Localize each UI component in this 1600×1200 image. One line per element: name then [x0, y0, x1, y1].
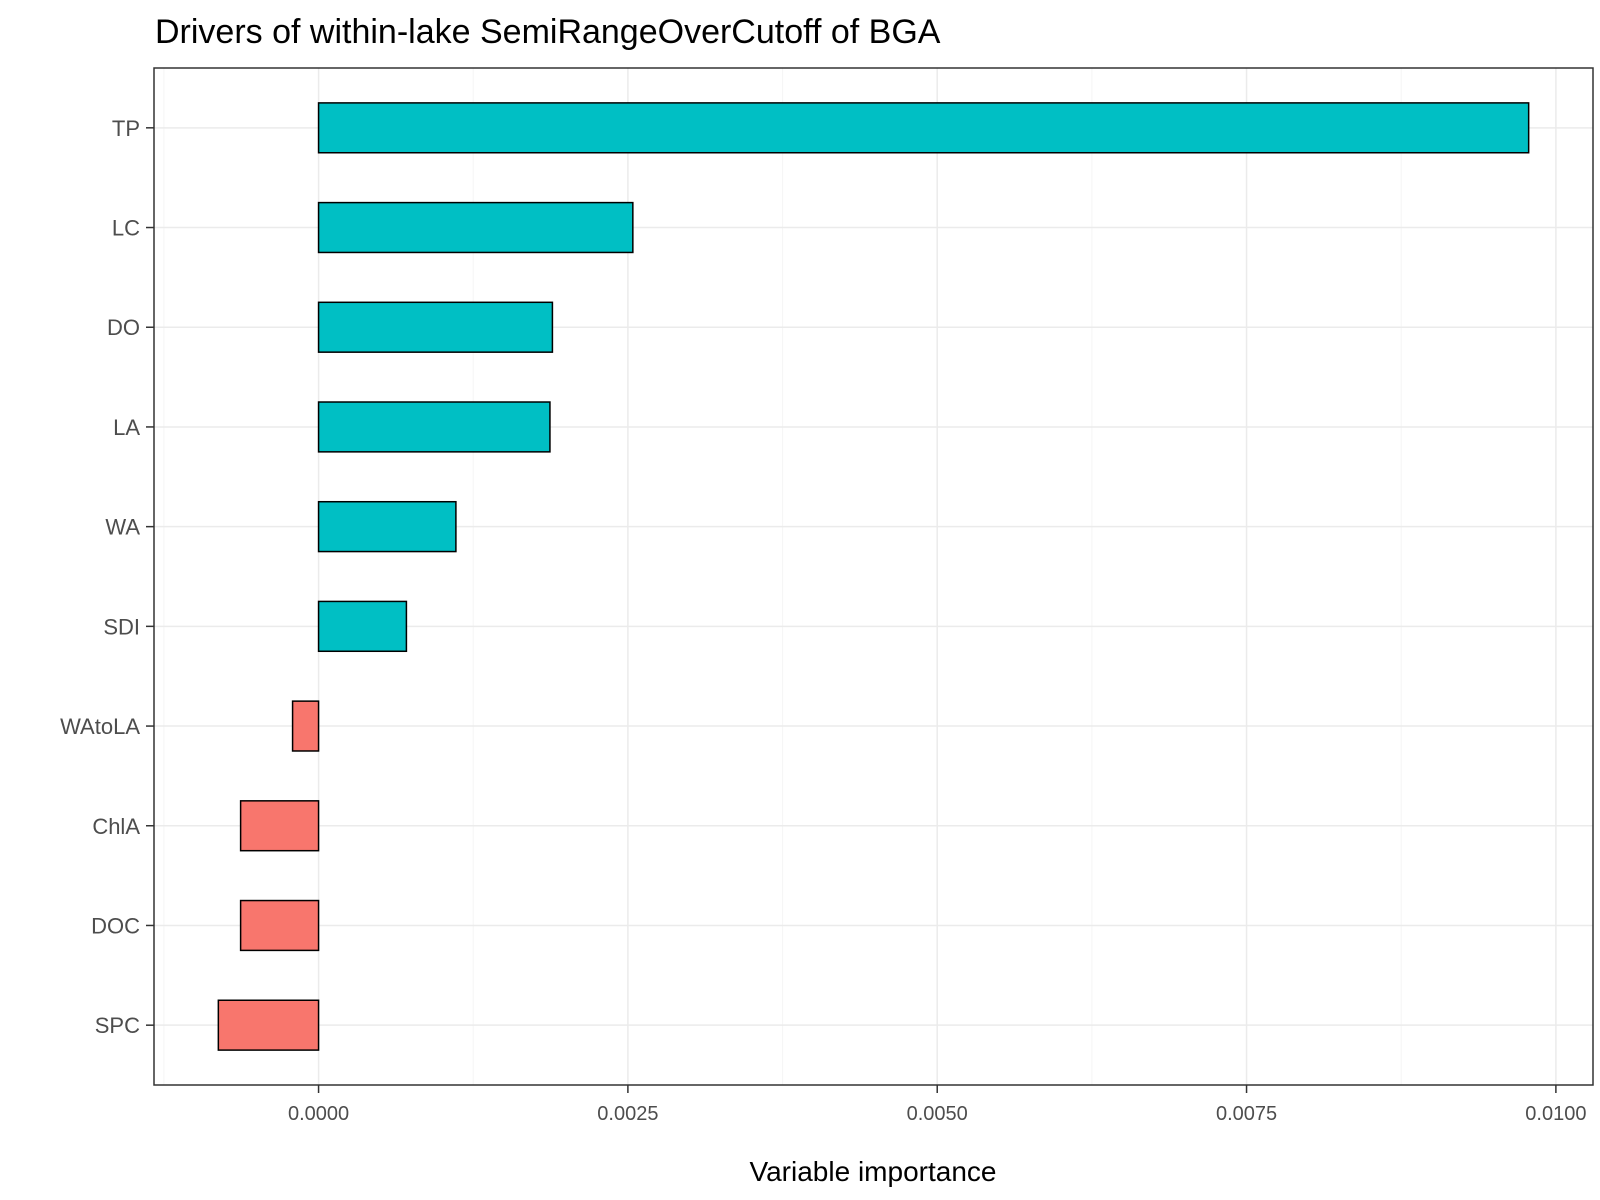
x-tick-label: 0.0000 — [288, 1103, 349, 1125]
y-tick-label: ChlA — [92, 814, 140, 839]
bar-chla — [239, 800, 320, 852]
y-tick-label: DO — [107, 315, 140, 340]
bar-watola — [291, 700, 320, 752]
bars — [217, 102, 1530, 1051]
y-tick-label: DOC — [91, 913, 140, 938]
x-axis-title: Variable importance — [750, 1156, 997, 1187]
x-tick-label: 0.0050 — [907, 1103, 968, 1125]
chart-title: Drivers of within-lake SemiRangeOverCuto… — [155, 13, 941, 51]
bar-wa — [317, 500, 457, 553]
bar-sdi — [317, 600, 408, 653]
bar-doc — [239, 899, 320, 952]
panel-border — [153, 67, 1594, 1086]
bar-tp — [317, 102, 1530, 154]
y-tick-label: SDI — [103, 614, 140, 639]
y-tick-label: WAtoLA — [60, 714, 140, 739]
x-tick-label: 0.0025 — [597, 1103, 658, 1125]
y-tick-label: SPC — [95, 1013, 140, 1038]
bar-do — [317, 301, 554, 353]
y-tick-label: LC — [112, 216, 140, 241]
y-tick-label: WA — [105, 515, 140, 540]
x-tick-label: 0.0075 — [1216, 1103, 1277, 1125]
x-axis: 0.0000 0.0025 0.0050 0.0075 0.0100 — [288, 1085, 1586, 1125]
y-tick-label: TP — [112, 116, 140, 141]
y-tick-label: LA — [113, 415, 140, 440]
bar-la — [317, 401, 551, 453]
bar-lc — [317, 201, 634, 254]
bar-spc — [217, 999, 320, 1051]
x-tick-label: 0.0100 — [1525, 1103, 1586, 1125]
y-axis: TP LC DO LA WA SDI WAtoLA ChlA DOC SPC — [60, 116, 154, 1038]
